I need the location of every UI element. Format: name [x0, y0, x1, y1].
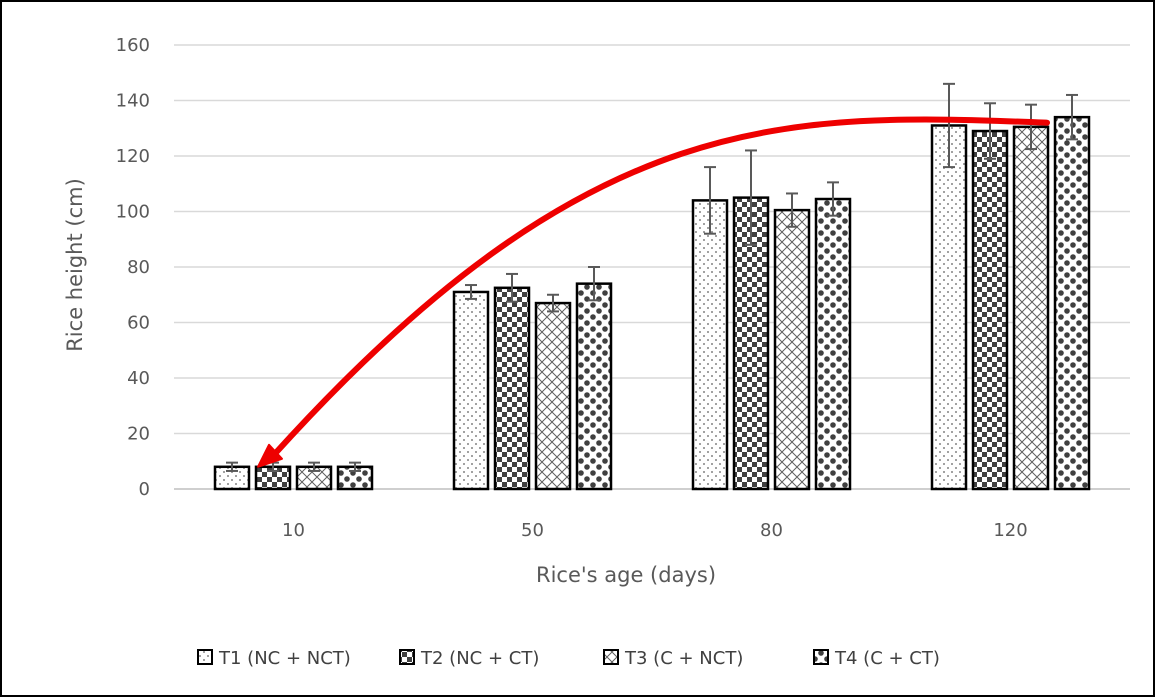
error-bar: [349, 461, 361, 472]
error-bar: [786, 192, 798, 228]
error-bar: [547, 293, 559, 313]
x-axis-ticks: 10 50 80 120: [282, 520, 1028, 541]
y-tick-label: 120: [116, 146, 150, 167]
bar-checker-120: [971, 129, 1009, 491]
y-axis-ticks: 0 20 40 60 80 100 120 140 160: [116, 35, 150, 500]
y-tick-label: 20: [127, 424, 150, 445]
legend-item: T2 (NC + CT): [399, 648, 539, 669]
annotations: [257, 116, 1050, 468]
bar-big-dots-80: [814, 197, 852, 491]
legend-label: T4 (C + CT): [834, 648, 940, 669]
y-tick-label: 160: [116, 35, 150, 56]
legend-item: T1 (NC + NCT): [197, 648, 351, 669]
bar-dots-80: [691, 199, 729, 491]
legend: T1 (NC + NCT) T2 (NC + CT) T3 (C + NCT) T4 …: [197, 648, 940, 669]
x-tick-label: 10: [282, 520, 305, 541]
legend-label: T2 (NC + CT): [420, 648, 539, 669]
y-tick-label: 100: [116, 202, 150, 223]
error-bar: [984, 102, 996, 160]
bars: [213, 115, 1091, 491]
error-bar: [827, 181, 839, 217]
bar-dots-50: [452, 290, 490, 491]
x-tick-label: 50: [521, 520, 544, 541]
trend-arrow-head: [257, 443, 283, 468]
legend-label: T1 (NC + NCT): [218, 648, 351, 669]
x-tick-label: 80: [760, 520, 783, 541]
error-bar: [704, 166, 716, 235]
legend-item: T4 (C + CT): [813, 648, 940, 669]
x-axis-title: Rice's age (days): [536, 563, 716, 587]
x-tick-label: 120: [993, 520, 1027, 541]
y-tick-label: 80: [127, 257, 150, 278]
y-tick-label: 40: [127, 368, 150, 389]
error-bar: [465, 284, 477, 300]
error-bar: [506, 272, 518, 303]
bar-crosshatch-80: [773, 208, 811, 491]
legend-swatch: [197, 649, 213, 665]
bar-checker-80: [732, 196, 770, 491]
error-bar: [588, 266, 600, 302]
legend-label: T3 (C + NCT): [624, 648, 743, 669]
error-bar: [308, 461, 320, 472]
bar-big-dots-120: [1053, 115, 1091, 491]
legend-swatch: [603, 649, 619, 665]
error-bars: [226, 82, 1078, 472]
y-tick-label: 140: [116, 91, 150, 112]
error-bar: [226, 461, 238, 472]
error-bar: [1025, 103, 1037, 151]
legend-item: T3 (C + NCT): [603, 648, 743, 669]
bar-crosshatch-50: [534, 301, 572, 491]
y-axis-title: Rice height (cm): [63, 178, 87, 352]
legend-swatch: [399, 649, 415, 665]
legend-swatch: [813, 649, 829, 665]
gridlines: [174, 44, 1130, 490]
bar-big-dots-50: [575, 282, 613, 491]
error-bar: [943, 82, 955, 169]
bar-checker-50: [493, 286, 531, 491]
bar-dots-120: [930, 124, 968, 491]
y-tick-label: 60: [127, 313, 150, 334]
bar-crosshatch-120: [1012, 125, 1050, 491]
error-bar: [745, 149, 757, 246]
error-bar: [1066, 93, 1078, 141]
y-tick-label: 0: [139, 479, 150, 500]
trend-arrow-line: [271, 116, 1050, 458]
